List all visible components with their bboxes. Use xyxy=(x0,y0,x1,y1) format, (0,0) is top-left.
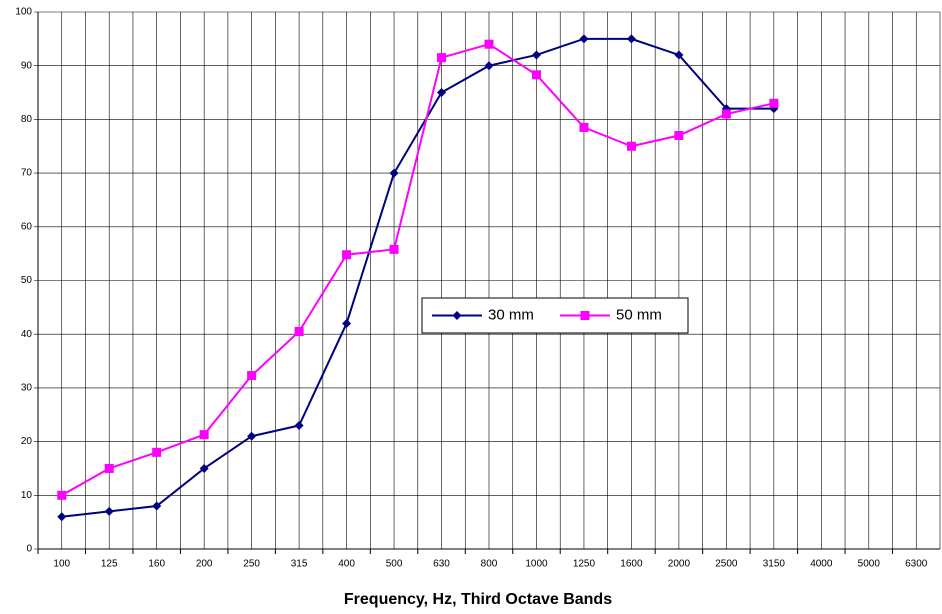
x-tick-label: 1000 xyxy=(525,559,548,570)
x-tick-label: 500 xyxy=(386,559,403,570)
x-tick-label: 125 xyxy=(101,559,118,570)
legend-marker xyxy=(452,311,462,320)
x-tick-label: 5000 xyxy=(858,559,881,570)
x-tick-label: 6300 xyxy=(905,559,928,570)
point xyxy=(484,61,494,71)
point xyxy=(199,463,209,473)
point xyxy=(294,420,304,430)
x-tick-label: 630 xyxy=(433,559,450,570)
point xyxy=(152,447,162,457)
point xyxy=(579,34,589,44)
legend-label: 30 mm xyxy=(488,306,534,323)
series-line xyxy=(61,43,775,497)
x-tick-label: 2000 xyxy=(668,559,691,570)
point xyxy=(437,88,447,98)
x-tick-label: 2500 xyxy=(715,559,738,570)
x-tick-label: 315 xyxy=(291,559,308,570)
point xyxy=(342,318,352,328)
point xyxy=(531,50,541,60)
x-tick-label: 200 xyxy=(196,559,213,570)
point xyxy=(674,131,684,141)
y-tick-label: 60 xyxy=(21,221,33,232)
point xyxy=(152,501,162,511)
point xyxy=(104,506,114,516)
x-tick-label: 800 xyxy=(481,559,498,570)
y-tick-label: 50 xyxy=(21,275,33,286)
point xyxy=(626,34,636,44)
y-tick-label: 0 xyxy=(26,544,32,555)
legend: 30 mm 50 mm xyxy=(421,297,689,334)
point xyxy=(57,512,67,522)
x-tick-label: 1250 xyxy=(573,559,596,570)
y-tick-label: 10 xyxy=(21,490,33,501)
point xyxy=(721,109,731,119)
point xyxy=(531,70,541,80)
series-line xyxy=(61,37,774,518)
point xyxy=(104,463,114,473)
point xyxy=(437,53,447,63)
point xyxy=(484,39,494,49)
y-tick-label: 20 xyxy=(21,436,33,447)
point xyxy=(342,250,352,260)
point xyxy=(769,98,779,108)
point xyxy=(579,122,589,132)
y-tick-label: 100 xyxy=(15,7,32,18)
x-axis-label: Frequency, Hz, Third Octave Bands xyxy=(344,591,612,608)
legend-label: 50 mm xyxy=(616,306,662,323)
point xyxy=(294,327,304,337)
y-tick-label: 70 xyxy=(21,168,33,179)
point xyxy=(199,430,209,440)
x-tick-label: 1600 xyxy=(620,559,643,570)
x-tick-label: 160 xyxy=(148,559,165,570)
x-tick-label: 400 xyxy=(338,559,355,570)
y-tick-label: 90 xyxy=(21,60,33,71)
legend-marker xyxy=(580,311,590,320)
x-tick-label: 4000 xyxy=(810,559,833,570)
point xyxy=(389,168,399,178)
point xyxy=(674,50,684,60)
y-tick-label: 80 xyxy=(21,114,33,125)
y-tick-label: 40 xyxy=(21,329,33,340)
x-tick-label: 100 xyxy=(53,559,70,570)
y-tick-label: 30 xyxy=(21,383,33,394)
x-tick-label: 250 xyxy=(243,559,260,570)
point xyxy=(247,371,257,381)
x-tick-label: 3150 xyxy=(763,559,786,570)
point xyxy=(626,141,636,151)
point xyxy=(247,431,257,441)
point xyxy=(57,490,67,500)
point xyxy=(389,244,399,254)
